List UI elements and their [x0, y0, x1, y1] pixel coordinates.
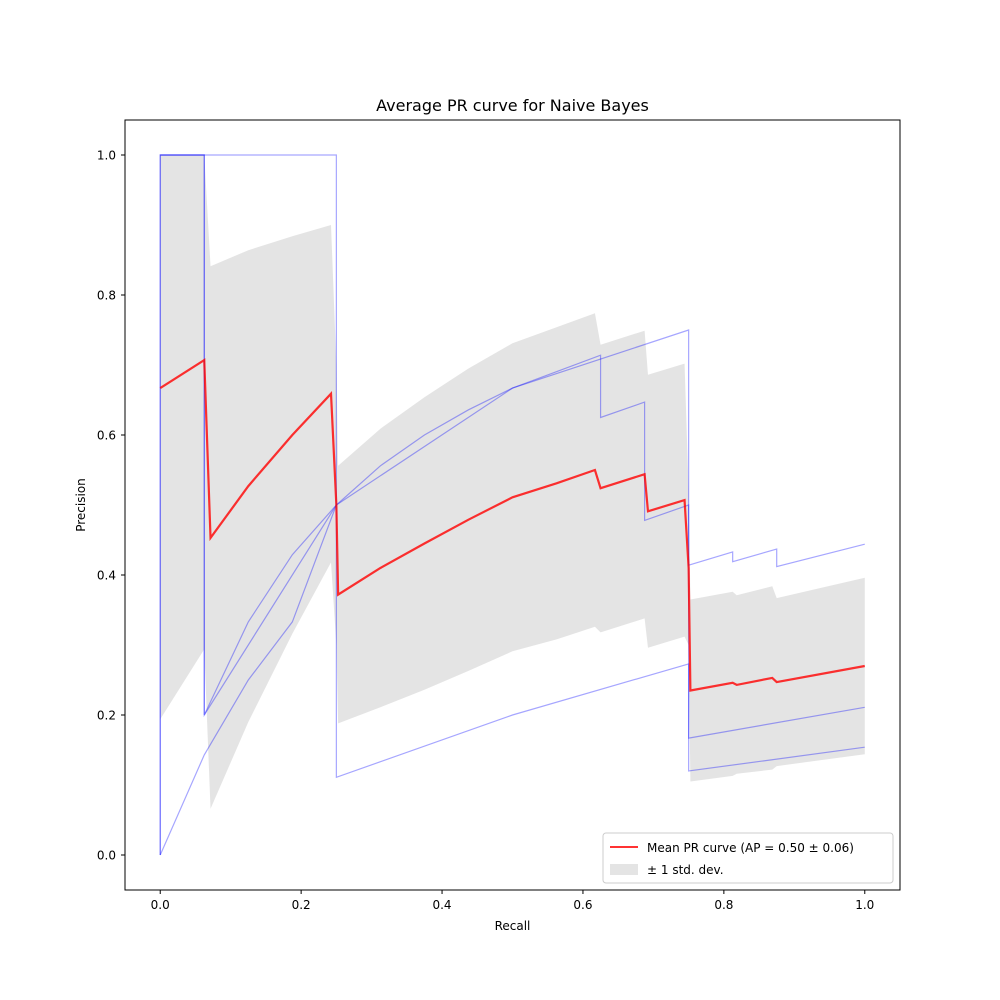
- legend-mean-label: Mean PR curve (AP = 0.50 ± 0.06): [647, 841, 854, 855]
- x-axis-ticks: 0.0 0.2 0.4 0.6 0.8 1.0: [151, 890, 874, 912]
- fold-curve-3: [159, 154, 865, 855]
- x-tick-label: 0.8: [714, 898, 733, 912]
- y-tick-label: 0.8: [97, 289, 116, 303]
- chart-title: Average PR curve for Naive Bayes: [376, 96, 649, 115]
- y-axis-ticks: 0.0 0.2 0.4 0.6 0.8 1.0: [97, 149, 125, 863]
- y-tick-label: 0.6: [97, 429, 116, 443]
- x-tick-label: 1.0: [855, 898, 874, 912]
- fold-curve-2: [159, 354, 865, 856]
- legend-band-label: ± 1 std. dev.: [647, 863, 724, 877]
- x-tick-label: 0.6: [573, 898, 592, 912]
- std-band-area: [160, 155, 865, 809]
- y-axis-label: Precision: [74, 478, 88, 532]
- x-axis-label: Recall: [495, 919, 531, 933]
- legend-band-swatch: [610, 864, 638, 875]
- plot-area: [125, 120, 900, 890]
- x-tick-label: 0.0: [151, 898, 170, 912]
- y-tick-label: 1.0: [97, 149, 116, 163]
- x-tick-label: 0.2: [292, 898, 311, 912]
- fold-curves-layer: [159, 154, 865, 856]
- std-band-layer: [160, 155, 865, 809]
- y-tick-label: 0.4: [97, 569, 116, 583]
- plot-frame: [124, 119, 901, 891]
- y-tick-label: 0.2: [97, 709, 116, 723]
- x-tick-label: 0.4: [432, 898, 451, 912]
- legend: Mean PR curve (AP = 0.50 ± 0.06) ± 1 std…: [602, 832, 894, 884]
- fold-curve-1: [159, 154, 865, 855]
- y-tick-label: 0.0: [97, 849, 116, 863]
- fold-curve-4: [160, 154, 337, 716]
- mean-pr-curve: [159, 358, 865, 692]
- legend-box: [602, 832, 894, 884]
- mean-curve-layer: [159, 358, 865, 692]
